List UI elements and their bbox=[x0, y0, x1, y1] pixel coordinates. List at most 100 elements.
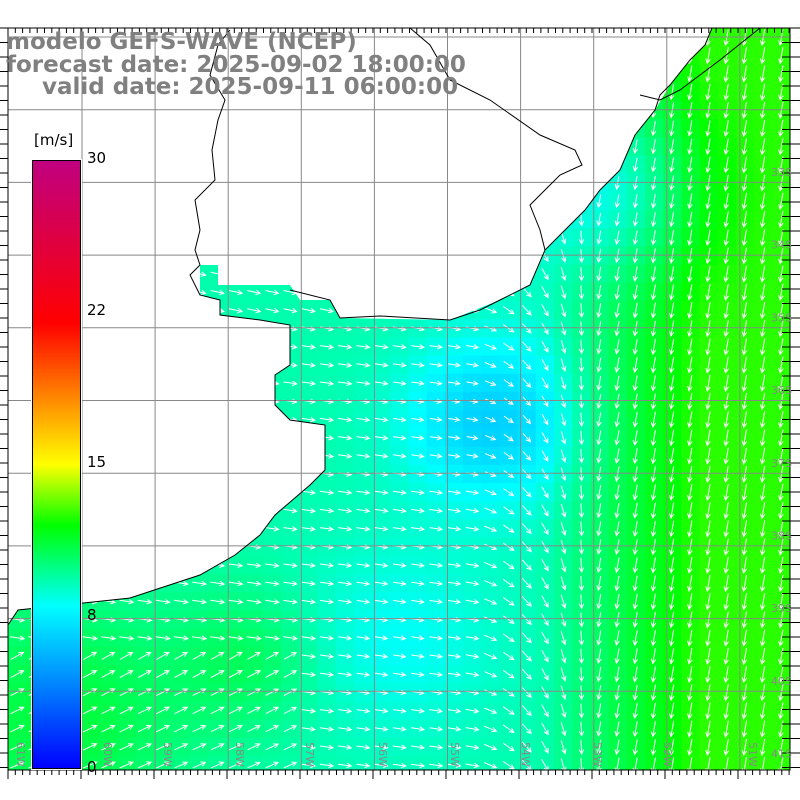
wind-arrow bbox=[687, 684, 693, 702]
wind-arrow bbox=[541, 758, 549, 770]
speed-cell bbox=[117, 228, 136, 247]
wind-arrow bbox=[705, 666, 711, 684]
speed-cell bbox=[299, 173, 318, 193]
wind-arrow bbox=[119, 562, 135, 568]
wind-arrow bbox=[541, 613, 549, 627]
speed-cell bbox=[481, 191, 500, 211]
wind-arrow bbox=[522, 304, 532, 316]
wind-arrow bbox=[393, 416, 407, 423]
wind-arrow bbox=[596, 194, 602, 209]
speed-cell bbox=[135, 464, 155, 484]
wind-arrow bbox=[411, 362, 425, 368]
wind-arrow bbox=[778, 575, 784, 593]
wind-arrow bbox=[669, 139, 675, 155]
speed-cell bbox=[317, 210, 337, 229]
wind-arrow bbox=[705, 356, 711, 374]
wind-arrow bbox=[596, 158, 602, 172]
wind-arrow bbox=[265, 180, 280, 186]
wind-arrow bbox=[502, 669, 515, 679]
wind-arrow bbox=[174, 416, 189, 423]
wind-arrow bbox=[614, 503, 620, 519]
speed-cell bbox=[335, 191, 355, 211]
wind-arrow bbox=[741, 356, 748, 374]
speed-cell bbox=[208, 501, 227, 520]
wind-arrow bbox=[156, 180, 171, 186]
wind-arrow bbox=[778, 738, 784, 756]
wind-arrow bbox=[596, 357, 602, 373]
speed-cell bbox=[171, 319, 191, 338]
speed-cell bbox=[608, 64, 628, 84]
wind-arrow bbox=[503, 397, 514, 405]
speed-cell bbox=[8, 428, 27, 448]
speed-cell bbox=[390, 228, 409, 247]
speed-cell bbox=[171, 537, 191, 557]
wind-arrow bbox=[669, 648, 675, 665]
wind-arrow bbox=[393, 580, 407, 587]
wind-arrow bbox=[374, 362, 389, 368]
wind-arrow bbox=[778, 302, 784, 320]
wind-arrow bbox=[723, 647, 729, 665]
wind-arrow bbox=[596, 284, 602, 300]
speed-cell bbox=[99, 483, 118, 502]
wind-arrow bbox=[578, 66, 585, 82]
wind-arrow bbox=[101, 271, 116, 277]
wind-arrow bbox=[192, 562, 207, 568]
wind-arrow bbox=[374, 453, 389, 459]
wind-arrow bbox=[466, 435, 479, 441]
wind-arrow bbox=[596, 212, 602, 227]
wind-arrow bbox=[578, 430, 585, 446]
speed-cell bbox=[499, 64, 519, 84]
wind-arrow bbox=[228, 344, 244, 350]
speed-cell bbox=[99, 319, 118, 338]
speed-cell bbox=[171, 428, 191, 448]
wind-arrow bbox=[705, 338, 711, 356]
wind-arrow bbox=[560, 449, 567, 463]
wind-arrow bbox=[119, 180, 134, 186]
speed-cell bbox=[335, 264, 355, 284]
wind-arrow bbox=[614, 121, 620, 136]
wind-arrow bbox=[338, 162, 353, 168]
wind-arrow bbox=[484, 725, 498, 733]
wind-arrow bbox=[210, 398, 225, 405]
speed-cell bbox=[390, 173, 409, 193]
wind-arrow bbox=[723, 393, 729, 411]
wind-arrow bbox=[192, 725, 207, 733]
wind-arrow bbox=[560, 48, 567, 63]
speed-cell bbox=[99, 191, 118, 211]
speed-cell bbox=[299, 264, 318, 284]
latitude-label: 39S bbox=[771, 602, 792, 615]
wind-arrow bbox=[687, 429, 693, 447]
speed-cell bbox=[535, 46, 555, 65]
wind-arrow bbox=[10, 235, 25, 241]
wind-arrow bbox=[210, 580, 226, 587]
wind-arrow bbox=[101, 435, 116, 441]
wind-arrow bbox=[483, 70, 498, 77]
speed-cell bbox=[99, 392, 118, 411]
speed-cell bbox=[554, 64, 573, 84]
wind-arrow bbox=[484, 234, 498, 241]
wind-arrow bbox=[10, 307, 25, 314]
wind-arrow bbox=[10, 724, 25, 733]
wind-arrow bbox=[560, 485, 567, 500]
longitude-label: 55W bbox=[448, 742, 461, 767]
wind-arrow bbox=[101, 724, 116, 733]
speed-cell bbox=[481, 210, 500, 229]
wind-arrow bbox=[541, 631, 549, 645]
wind-arrow bbox=[560, 594, 567, 609]
wind-arrow bbox=[705, 83, 711, 101]
wind-arrow bbox=[741, 338, 748, 356]
wind-arrow bbox=[283, 162, 298, 168]
wind-arrow bbox=[541, 450, 549, 462]
wind-arrow bbox=[650, 666, 657, 683]
speed-cell bbox=[80, 264, 100, 284]
speed-cell bbox=[481, 137, 500, 156]
wind-arrow bbox=[502, 615, 515, 624]
speed-cell bbox=[208, 483, 227, 502]
wind-arrow bbox=[137, 362, 153, 368]
wind-arrow bbox=[374, 562, 389, 568]
wind-arrow bbox=[447, 125, 462, 132]
wind-arrow bbox=[410, 180, 426, 186]
speed-cell bbox=[135, 483, 155, 502]
speed-cell bbox=[153, 373, 173, 393]
speed-cell bbox=[171, 464, 191, 484]
